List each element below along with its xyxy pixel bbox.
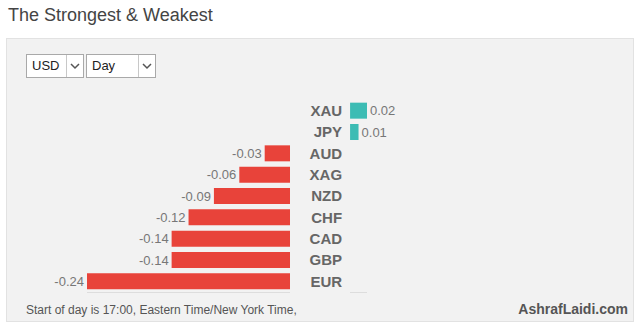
svg-text:-0.12: -0.12 <box>156 210 186 225</box>
svg-text:XAU: XAU <box>310 102 342 119</box>
svg-text:AUD: AUD <box>310 145 343 162</box>
svg-text:-0.03: -0.03 <box>232 146 262 161</box>
svg-text:0.02: 0.02 <box>370 103 395 118</box>
html-text:Day: Day <box>92 58 116 73</box>
svg-text:JPY: JPY <box>314 123 342 140</box>
svg-text:GBP: GBP <box>310 251 343 268</box>
svg-text:XAG: XAG <box>310 166 343 183</box>
html-text:The Strongest & Weakest: The Strongest & Weakest <box>8 5 213 25</box>
svg-text:0.01: 0.01 <box>362 125 387 140</box>
svg-text:CAD: CAD <box>310 230 343 247</box>
svg-text:EUR: EUR <box>310 273 342 290</box>
svg-text:-0.14: -0.14 <box>139 231 169 246</box>
svg-text:-0.24: -0.24 <box>54 274 84 289</box>
html-text:USD: USD <box>32 58 60 73</box>
svg-text:-0.06: -0.06 <box>207 167 237 182</box>
svg-text:CHF: CHF <box>311 209 342 226</box>
svg-text:NZD: NZD <box>311 187 342 204</box>
svg-text:-0.09: -0.09 <box>181 189 211 204</box>
html-text:Start of day is 17:00, Eastern: Start of day is 17:00, Eastern Time/New … <box>26 303 297 317</box>
svg-text:-0.14: -0.14 <box>139 253 169 268</box>
html-text:AshrafLaidi.com: AshrafLaidi.com <box>518 301 628 317</box>
